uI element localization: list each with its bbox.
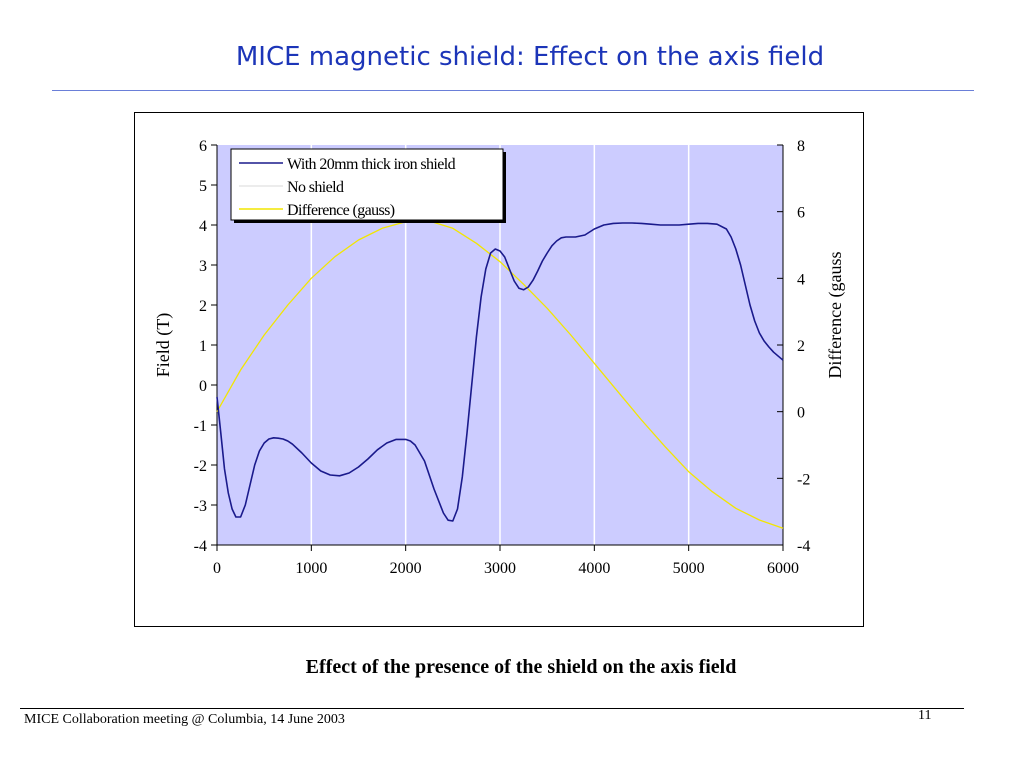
series-line-0 bbox=[216, 222, 784, 522]
series-line-2 bbox=[216, 220, 784, 529]
y-tick-label: 0 bbox=[199, 378, 207, 395]
footer-divider bbox=[20, 708, 964, 709]
legend-label: Difference (gauss) bbox=[287, 202, 395, 219]
x-tick-label: 2000 bbox=[390, 560, 422, 577]
footer-text: MICE Collaboration meeting @ Columbia, 1… bbox=[24, 712, 345, 727]
title-divider bbox=[52, 90, 974, 91]
y-tick-label: -4 bbox=[194, 538, 207, 555]
y-tick-label: 1 bbox=[199, 338, 207, 355]
x-tick-label: 1000 bbox=[295, 560, 327, 577]
chart-caption: Effect of the presence of the shield on … bbox=[305, 656, 737, 678]
y-tick-label: -3 bbox=[194, 498, 207, 515]
y2-tick-label: 4 bbox=[797, 271, 805, 288]
x-tick-label: 0 bbox=[213, 560, 221, 577]
y2-tick-label: -4 bbox=[797, 538, 810, 555]
legend-label: No shield bbox=[287, 179, 344, 196]
x-tick-label: 5000 bbox=[673, 560, 705, 577]
x-tick-label: 4000 bbox=[578, 560, 610, 577]
y-tick-label: -2 bbox=[194, 458, 207, 475]
y2-tick-label: 2 bbox=[797, 338, 805, 355]
chart: 6 5 4 3 2 1 0 -1 -2 -3 -4 8 6 4 2 0 -2 -4 0 1000 2000 3000 400… bbox=[153, 138, 846, 577]
y-tick-label: 4 bbox=[199, 218, 207, 235]
x-tick-label: 3000 bbox=[484, 560, 516, 577]
legend-box bbox=[230, 148, 504, 221]
y2-tick-label: 8 bbox=[797, 138, 805, 155]
y-tick-label: 2 bbox=[199, 298, 207, 315]
y-tick-label: 5 bbox=[199, 178, 207, 195]
y-tick-label: -1 bbox=[194, 418, 207, 435]
slide-title: MICE magnetic shield: Effect on the axis… bbox=[235, 42, 825, 72]
y-tick-label: 6 bbox=[199, 138, 207, 155]
page-number: 11 bbox=[918, 708, 932, 723]
x-tick-label: 6000 bbox=[767, 560, 799, 577]
y-tick-label: 3 bbox=[199, 258, 207, 275]
y-axis-title: Field (T) bbox=[153, 313, 174, 378]
y2-tick-label: 6 bbox=[797, 205, 805, 222]
y2-tick-label: 0 bbox=[797, 405, 805, 422]
y2-axis-title: Difference (gauss bbox=[825, 251, 846, 378]
chart-frame: 6 5 4 3 2 1 0 -1 -2 -3 -4 8 6 4 2 0 -2 -4 0 1000 2000 3000 400… bbox=[134, 112, 864, 627]
y2-tick-label: -2 bbox=[797, 471, 810, 488]
legend-label: With 20mm thick iron shield bbox=[287, 156, 456, 173]
